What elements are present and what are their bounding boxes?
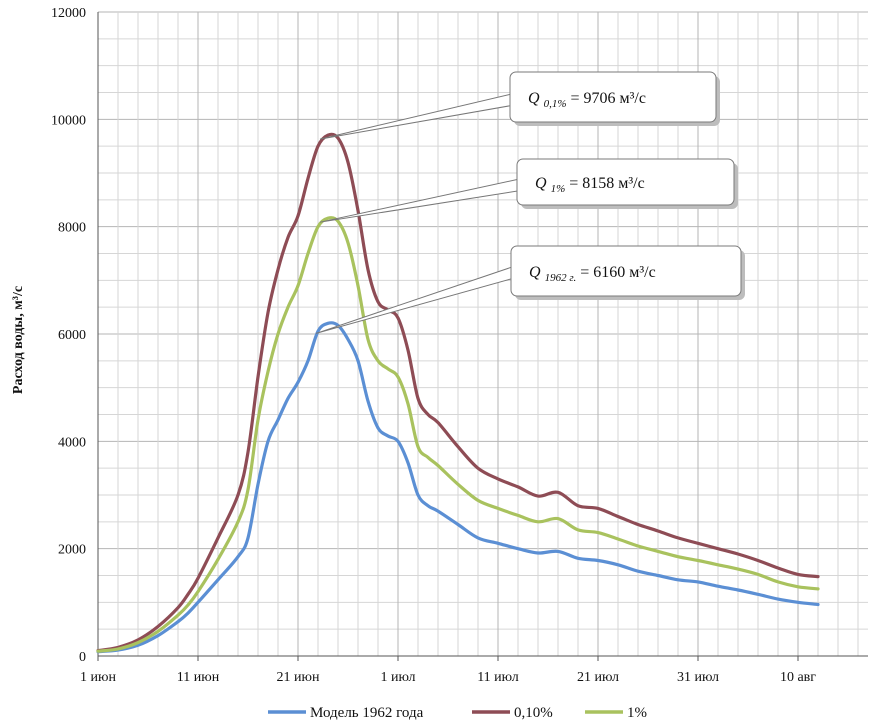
annotation-value: = 8158 м³/с [565,175,645,192]
y-tick-label: 6000 [58,328,86,343]
y-axis-label: Расход воды, м³/с [11,286,26,394]
legend-item: 1% [585,705,647,721]
legend-item: 0,10% [472,705,553,721]
x-tick-label: 11 июл [477,670,519,685]
annotation-text: Q 1962 г. = 6160 м³/с [529,264,656,284]
x-tick-label: 11 июн [177,670,220,685]
annotation-value: = 6160 м³/с [576,264,656,281]
annotation-pointer [319,91,521,140]
chart-legend: Модель 1962 года 0,10% 1% [268,705,647,721]
annotation-callout: Q 1% = 8158 м³/с [319,158,738,223]
plot-frame [97,12,868,657]
annotation-text: Q 0,1% = 9706 м³/с [528,90,646,110]
y-tick-label: 0 [79,650,86,665]
annotation-pointer [315,264,519,334]
y-axis: 0 2000 4000 6000 8000 10000 12000 [51,6,86,665]
x-tick-label: 31 июл [677,670,719,685]
series-line-1962 [96,321,820,654]
x-tick-label: 1 июн [80,670,116,685]
y-tick-label: 12000 [51,6,86,21]
annotation-symbol: Q [535,175,551,192]
legend-label: 1% [627,705,647,721]
y-tick-label: 4000 [58,435,86,450]
x-tick-label: 1 июл [380,670,415,685]
legend-label: 0,10% [514,705,553,721]
annotation-box [509,71,717,123]
annotation-value: = 9706 м³/с [566,90,646,107]
y-tick-label: 2000 [58,543,86,558]
annotation-box [516,158,735,206]
annotation-callout: Q 1962 г. = 6160 м³/с [315,245,745,334]
legend-item: Модель 1962 года [268,705,424,721]
annotation-symbol: Q [529,264,545,281]
x-axis: 1 июн 11 июн 21 июн 1 июл 11 июл 21 июл 31 июл… [80,656,816,685]
annotation-subscript: 1962 г. [545,272,577,284]
annotation-subscript: 1% [551,183,566,195]
annotation-symbol: Q [528,90,544,107]
x-tick-label: 10 авг [780,670,816,685]
x-tick-label: 21 июл [577,670,619,685]
series-line-1pct [96,216,820,653]
annotation-text: Q 1% = 8158 м³/с [535,175,645,195]
legend-label: Модель 1962 года [310,705,424,721]
y-tick-label: 10000 [51,113,86,128]
chart-annotations: Q 0,1% = 9706 м³/сQ 1% = 8158 м³/сQ 1962… [315,71,745,334]
annotation-callout: Q 0,1% = 9706 м³/с [319,71,720,140]
x-tick-label: 21 июн [277,670,320,685]
annotation-box [510,245,742,297]
y-tick-label: 8000 [58,221,86,236]
annotation-subscript: 0,1% [544,98,567,110]
